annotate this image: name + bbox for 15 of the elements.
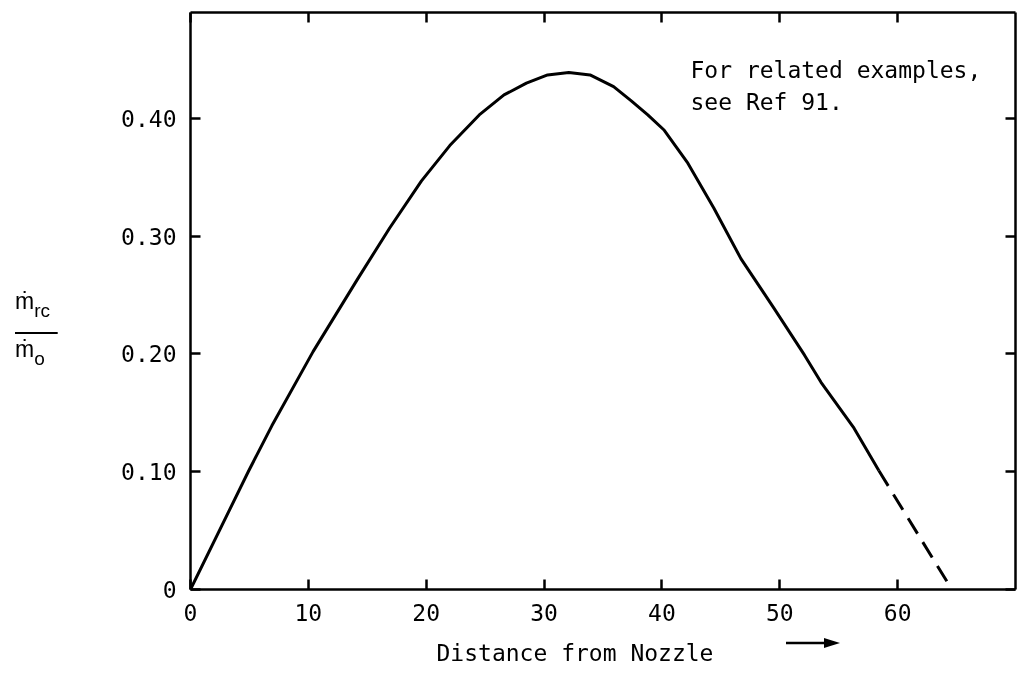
y-tick-label: 0.40 [121,105,177,132]
annotation: For related examples, see Ref 91. [690,56,982,115]
y-tick-label: 0.20 [121,341,177,368]
x-axis-title: Distance from Nozzle [435,640,715,666]
y-axis-title: ṁ$_{rc}$ ṁ$_{o}$ [15,288,50,369]
x-tick-label: 30 [530,599,558,626]
x-tick-label: 0 [183,599,198,626]
x-tick-label: 40 [648,599,676,626]
x-tick-label: 10 [294,599,323,626]
x-tick-label: 50 [765,599,794,626]
y-tick-label: 0 [162,577,177,603]
x-tick-label: 60 [883,599,912,626]
y-tick-label: 0.30 [121,223,177,250]
x-tick-label: 20 [412,599,441,626]
y-tick-label: 0.10 [121,459,177,486]
